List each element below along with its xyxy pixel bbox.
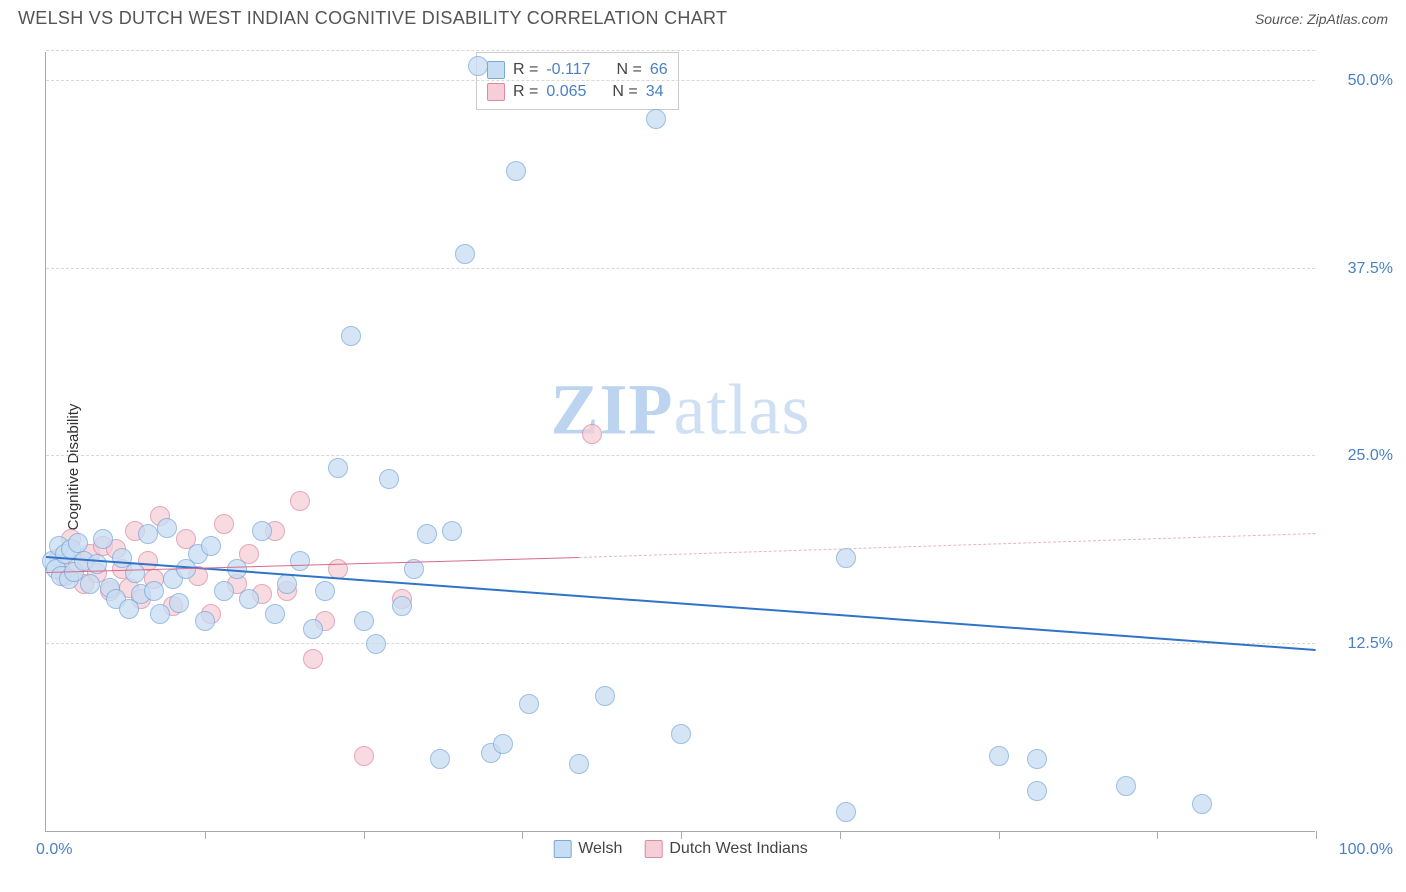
data-point — [354, 746, 374, 766]
stats-legend-row: R =0.065N =34 — [487, 81, 668, 103]
data-point — [379, 469, 399, 489]
data-point — [493, 734, 513, 754]
data-point — [169, 593, 189, 613]
x-tick — [1316, 831, 1317, 839]
y-tick-label: 50.0% — [1348, 72, 1393, 90]
chart-header: WELSH VS DUTCH WEST INDIAN COGNITIVE DIS… — [0, 0, 1406, 35]
plot-area: ZIPatlas R =-0.117N =66R =0.065N =34 0.0… — [45, 52, 1315, 832]
x-tick — [999, 831, 1000, 839]
data-point — [468, 56, 488, 76]
legend-swatch — [487, 61, 505, 79]
series-legend-item: Welsh — [553, 840, 622, 858]
regression-line — [579, 533, 1316, 558]
data-point — [392, 596, 412, 616]
x-tick — [205, 831, 206, 839]
data-point — [836, 802, 856, 822]
gridline — [46, 50, 1315, 51]
data-point — [569, 754, 589, 774]
data-point — [290, 551, 310, 571]
data-point — [239, 589, 259, 609]
data-point — [1027, 749, 1047, 769]
data-point — [80, 574, 100, 594]
x-tick — [364, 831, 365, 839]
data-point — [582, 424, 602, 444]
gridline — [46, 643, 1315, 644]
data-point — [150, 604, 170, 624]
data-point — [138, 524, 158, 544]
data-point — [201, 536, 221, 556]
data-point — [417, 524, 437, 544]
x-axis-min-label: 0.0% — [36, 841, 72, 859]
chart-source: Source: ZipAtlas.com — [1255, 11, 1388, 27]
data-point — [366, 634, 386, 654]
data-point — [195, 611, 215, 631]
x-axis-max-label: 100.0% — [1339, 841, 1393, 859]
stats-legend: R =-0.117N =66R =0.065N =34 — [476, 52, 679, 110]
gridline — [46, 455, 1315, 456]
data-point — [506, 161, 526, 181]
stats-legend-row: R =-0.117N =66 — [487, 59, 668, 81]
chart-title: WELSH VS DUTCH WEST INDIAN COGNITIVE DIS… — [18, 8, 727, 29]
data-point — [303, 649, 323, 669]
data-point — [1192, 794, 1212, 814]
data-point — [93, 529, 113, 549]
data-point — [328, 458, 348, 478]
data-point — [1027, 781, 1047, 801]
data-point — [265, 604, 285, 624]
y-tick-label: 25.0% — [1348, 447, 1393, 465]
regression-line — [46, 556, 1316, 651]
data-point — [455, 244, 475, 264]
data-point — [595, 686, 615, 706]
data-point — [1116, 776, 1136, 796]
data-point — [277, 574, 297, 594]
data-point — [442, 521, 462, 541]
gridline — [46, 268, 1315, 269]
data-point — [252, 521, 272, 541]
x-tick — [522, 831, 523, 839]
legend-swatch — [553, 840, 571, 858]
data-point — [214, 514, 234, 534]
data-point — [341, 326, 361, 346]
data-point — [68, 533, 88, 553]
data-point — [646, 109, 666, 129]
data-point — [157, 518, 177, 538]
gridline — [46, 80, 1315, 81]
legend-swatch — [487, 83, 505, 101]
x-tick — [840, 831, 841, 839]
data-point — [430, 749, 450, 769]
data-point — [144, 581, 164, 601]
legend-swatch — [644, 840, 662, 858]
data-point — [354, 611, 374, 631]
chart-container: Cognitive Disability ZIPatlas R =-0.117N… — [0, 42, 1406, 892]
data-point — [836, 548, 856, 568]
data-point — [303, 619, 323, 639]
data-point — [315, 581, 335, 601]
x-tick — [681, 831, 682, 839]
data-point — [671, 724, 691, 744]
y-tick-label: 12.5% — [1348, 635, 1393, 653]
data-point — [214, 581, 234, 601]
data-point — [290, 491, 310, 511]
series-legend-item: Dutch West Indians — [644, 840, 807, 858]
data-point — [125, 563, 145, 583]
series-legend: Welsh Dutch West Indians — [553, 840, 808, 858]
x-tick — [1157, 831, 1158, 839]
data-point — [989, 746, 1009, 766]
data-point — [328, 559, 348, 579]
y-tick-label: 37.5% — [1348, 260, 1393, 278]
data-point — [519, 694, 539, 714]
